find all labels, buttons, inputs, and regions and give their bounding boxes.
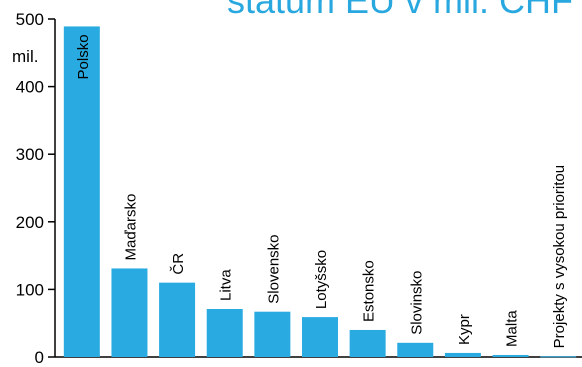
bar-category-label: Estonsko xyxy=(361,260,378,322)
bar xyxy=(159,282,196,357)
bar-category-label: Maďarsko xyxy=(122,194,139,261)
bar xyxy=(492,354,529,357)
bar xyxy=(111,268,148,357)
bar-category-label: Polsko xyxy=(75,34,92,79)
bar xyxy=(206,309,243,357)
y-axis-unit-label: mil. xyxy=(12,47,38,66)
y-tick-label: 400 xyxy=(16,78,44,97)
y-tick-label: 100 xyxy=(16,280,44,299)
bar-category-label: Malta xyxy=(504,310,521,347)
bar xyxy=(302,317,338,357)
bar xyxy=(397,342,434,357)
y-axis-ticks: 0 100 200 300 400 500 xyxy=(16,10,55,367)
y-tick-label: 200 xyxy=(16,213,44,232)
bar-labels-group: Polsko Maďarsko ČR Litva Slovensko Lotyšsko Es… xyxy=(75,34,568,348)
bar xyxy=(254,311,291,357)
bar xyxy=(444,352,481,357)
bar xyxy=(63,26,100,357)
y-tick-label: 0 xyxy=(35,348,44,367)
bar-category-label: Projekty s vysokou prioritou xyxy=(551,165,568,348)
chart-title: státům EU v mil. CHF xyxy=(227,0,573,21)
bar-category-label: Slovinsko xyxy=(408,271,425,335)
bar-category-label: Litva xyxy=(218,269,235,301)
bar-category-label: ČR xyxy=(170,253,187,275)
bar-category-label: Slovensko xyxy=(265,234,282,303)
bar-category-label: Lotyšsko xyxy=(313,250,330,309)
y-tick-label: 300 xyxy=(16,145,44,164)
y-tick-label: 500 xyxy=(16,10,44,29)
bar xyxy=(349,329,386,357)
bar xyxy=(540,356,577,358)
bars-group xyxy=(63,26,577,358)
bar-category-label: Kypr xyxy=(456,314,473,345)
